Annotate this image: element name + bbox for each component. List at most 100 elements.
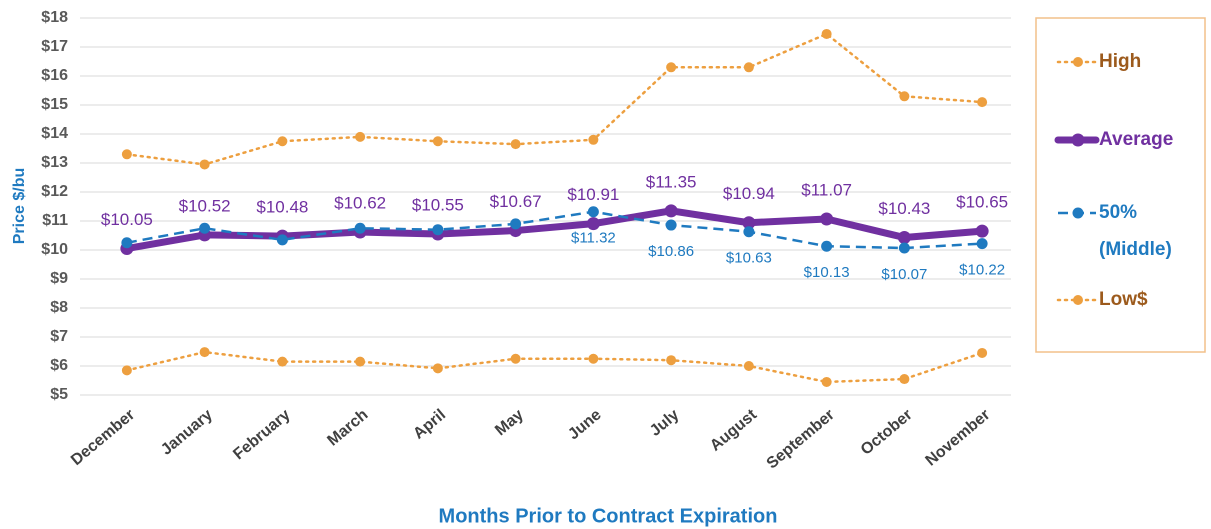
data-label: $10.65 [956, 193, 1008, 212]
x-tick-label: February [230, 406, 293, 463]
data-point [666, 355, 677, 366]
data-point [899, 91, 910, 102]
data-label: $10.67 [490, 192, 542, 211]
data-point [821, 28, 832, 39]
x-tick-label: June [565, 406, 605, 443]
data-point [743, 361, 754, 371]
y-tick-label: $6 [50, 357, 68, 374]
data-point [276, 234, 288, 246]
x-axis-title: Months Prior to Contract Expiration [439, 505, 778, 527]
legend-box [1035, 17, 1206, 353]
data-point [510, 139, 521, 150]
y-tick-label: $10 [41, 241, 68, 258]
x-tick-label: September [764, 406, 838, 472]
data-label: $10.63 [726, 250, 772, 267]
data-point [432, 363, 443, 374]
series-line [123, 207, 986, 253]
series-line [126, 210, 983, 250]
data-label: $10.94 [723, 184, 775, 203]
legend-label: Low$ [1099, 289, 1148, 310]
data-point [820, 212, 834, 226]
data-label: $11.35 [646, 172, 697, 191]
data-label: $10.86 [648, 243, 694, 260]
y-tick-label: $17 [41, 38, 68, 55]
data-point [743, 226, 755, 238]
x-tick-label: July [647, 406, 683, 440]
x-tick-label: November [923, 406, 994, 469]
y-tick-label: $11 [42, 212, 68, 229]
data-point [588, 353, 599, 364]
legend-marker [1073, 57, 1083, 67]
y-axis-title: Price $/bu [11, 168, 28, 244]
data-point [742, 216, 756, 230]
data-label: $11.07 [801, 180, 852, 199]
data-label: $10.05 [101, 210, 153, 229]
data-point [975, 224, 989, 238]
data-point [510, 353, 521, 364]
legend-marker [1071, 133, 1085, 147]
data-label: $10.91 [567, 185, 619, 204]
x-tick-label: May [492, 406, 527, 439]
y-tick-label: $16 [41, 67, 68, 84]
y-tick-label: $12 [41, 183, 68, 200]
y-tick-label: $7 [50, 328, 68, 345]
data-label: $11.32 [571, 230, 616, 247]
data-point [277, 136, 288, 147]
series-line [125, 32, 984, 166]
data-point [665, 219, 677, 231]
data-point [121, 149, 132, 160]
data-point [587, 206, 599, 218]
data-point [277, 356, 288, 367]
data-point [199, 159, 210, 170]
legend-label: High [1099, 51, 1141, 72]
data-point [899, 374, 910, 385]
data-label: $10.22 [959, 262, 1005, 279]
data-point [976, 238, 988, 250]
data-point [121, 237, 133, 249]
data-point [432, 136, 443, 147]
legend-marker [1072, 207, 1084, 219]
data-point [897, 231, 911, 245]
data-point [355, 131, 366, 142]
data-point [199, 347, 210, 358]
y-tick-label: $15 [41, 96, 68, 113]
data-label: $10.52 [179, 196, 231, 215]
x-tick-label: December [68, 406, 138, 469]
data-point [977, 347, 988, 358]
x-tick-label: January [158, 406, 216, 459]
x-tick-label: March [324, 406, 371, 449]
x-tick-label: October [858, 406, 916, 458]
y-tick-label: $9 [50, 270, 68, 287]
y-tick-label: $8 [50, 299, 68, 316]
data-point [977, 97, 988, 108]
data-point [898, 242, 910, 254]
y-tick-label: $13 [41, 154, 68, 171]
data-label: $10.07 [881, 266, 927, 283]
y-tick-label: $5 [50, 386, 68, 403]
data-point [354, 222, 366, 234]
data-point [664, 204, 678, 218]
x-tick-label: August [707, 406, 761, 455]
data-point [199, 222, 211, 234]
data-point [821, 376, 832, 387]
data-point [586, 217, 600, 231]
data-point [588, 134, 599, 145]
y-tick-label: $18 [41, 9, 68, 26]
legend-marker [1073, 295, 1083, 305]
data-point [121, 365, 132, 376]
data-point [355, 356, 366, 367]
data-label: $10.43 [878, 199, 930, 218]
data-label: $10.55 [412, 196, 464, 215]
y-tick-label: $14 [41, 125, 68, 142]
legend-label: 50% (Middle) [1099, 202, 1172, 260]
data-point [821, 240, 833, 252]
legend-label: Average [1099, 129, 1173, 150]
data-label: $10.13 [804, 264, 850, 281]
x-tick-label: April [410, 406, 449, 442]
data-label: $10.62 [334, 194, 386, 213]
data-point [743, 62, 754, 73]
series-line [125, 350, 984, 384]
data-label: $10.48 [256, 198, 308, 217]
data-point [510, 218, 522, 230]
